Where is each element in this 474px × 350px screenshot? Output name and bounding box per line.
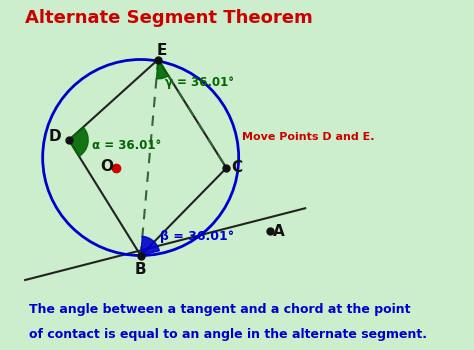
Text: γ = 36.01°: γ = 36.01°	[165, 76, 234, 89]
Text: α = 36.01°: α = 36.01°	[91, 139, 161, 152]
Wedge shape	[69, 127, 88, 156]
Wedge shape	[156, 60, 168, 79]
Text: Move Points D and E.: Move Points D and E.	[242, 132, 374, 142]
Text: C: C	[231, 161, 243, 175]
Text: B: B	[135, 262, 146, 277]
Text: of contact is equal to an angle in the alternate segment.: of contact is equal to an angle in the a…	[28, 328, 427, 341]
Text: O: O	[100, 159, 113, 174]
Text: Alternate Segment Theorem: Alternate Segment Theorem	[25, 9, 313, 27]
Text: A: A	[273, 224, 285, 238]
Text: β = 36.01°: β = 36.01°	[160, 230, 234, 243]
Text: E: E	[156, 43, 167, 58]
Wedge shape	[141, 236, 159, 256]
Text: The angle between a tangent and a chord at the point: The angle between a tangent and a chord …	[28, 303, 410, 316]
Text: D: D	[49, 129, 61, 144]
